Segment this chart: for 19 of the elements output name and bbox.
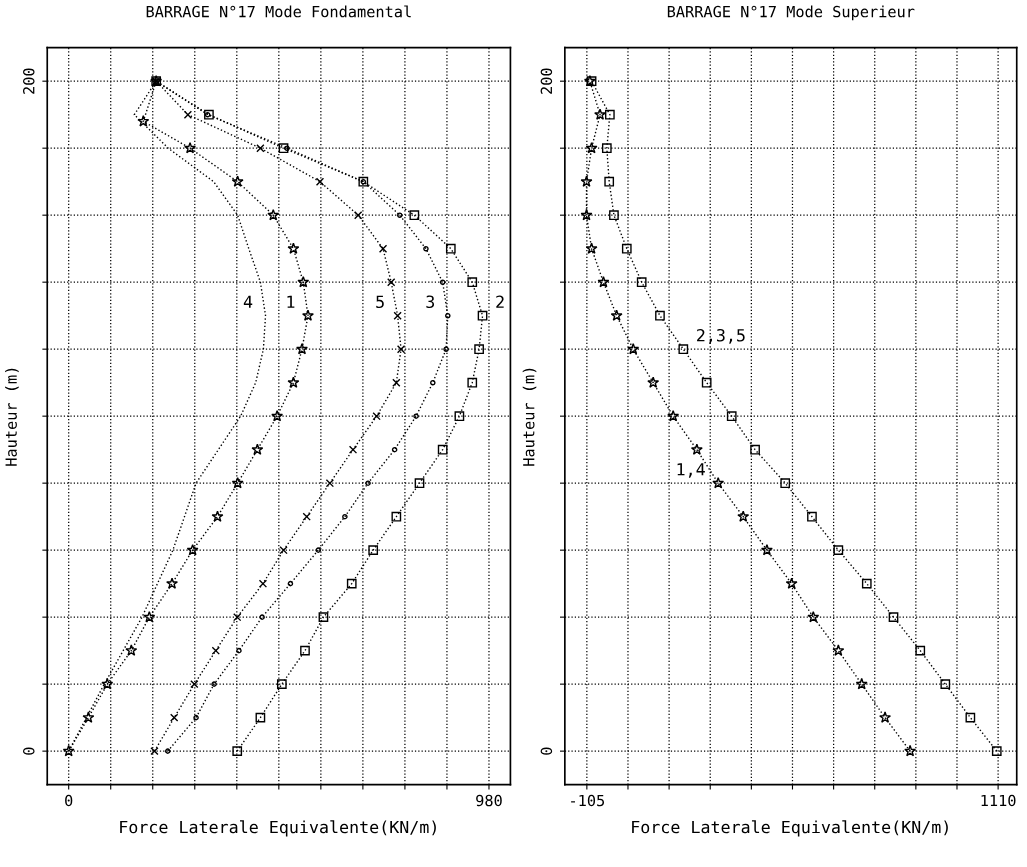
annotation: 1 <box>287 295 295 308</box>
x-tick-label: -105 <box>571 794 605 807</box>
annotation: 5 <box>376 295 384 309</box>
y-tick-label: 200 <box>23 68 35 94</box>
y-tick-label: 200 <box>540 68 553 94</box>
annotation: 2,3,5 <box>697 328 745 344</box>
x-axis-title: Force Laterale Equivalente(KN/m) <box>632 820 948 837</box>
x-tick-label: 1110 <box>981 794 1016 807</box>
annotation: 1,4 <box>677 463 705 478</box>
chart-title: BARRAGE N°17 Mode Superieur <box>667 5 915 21</box>
annotation: 2 <box>496 295 504 308</box>
y-axis-title: Hauteur (m) <box>5 368 19 466</box>
y-axis-title: Hauteur (m) <box>522 368 537 466</box>
annotation: 3 <box>426 295 435 309</box>
chart-title: BARRAGE N°17 Mode Fondamental <box>146 5 411 18</box>
annotation: 4 <box>243 295 253 308</box>
x-axis-title: Force Laterale Equivalente(KN/m) <box>120 820 436 837</box>
x-tick-label: 0 <box>65 794 73 807</box>
x-tick-label: 980 <box>476 794 502 807</box>
